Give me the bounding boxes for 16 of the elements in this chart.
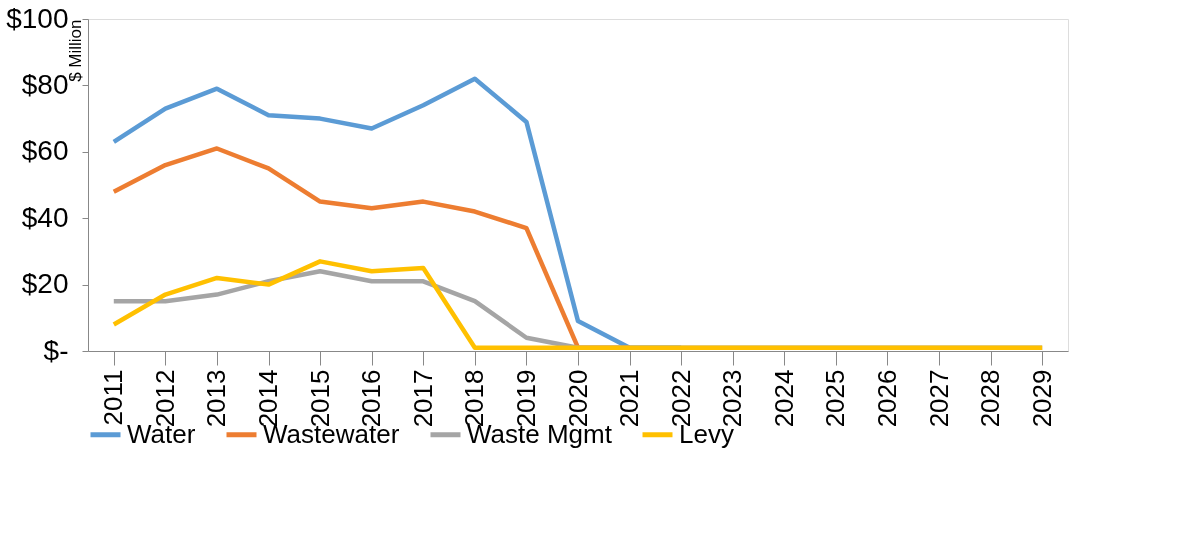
x-tick-label: 2023 xyxy=(717,369,748,428)
x-tick-label: 2011 xyxy=(98,369,129,426)
y-tick-label: $40 xyxy=(21,201,69,233)
x-tick-label: 2024 xyxy=(768,369,799,428)
y-tick-label: $60 xyxy=(21,135,69,167)
x-tick-label: 2026 xyxy=(871,369,902,428)
y-tick-label: $20 xyxy=(21,268,69,300)
x-tick-label: 2028 xyxy=(975,369,1006,428)
x-tick-label: 2029 xyxy=(1026,369,1057,428)
x-tick-label: 2017 xyxy=(407,369,438,428)
x-tick-label: 2027 xyxy=(923,369,954,428)
y-tick-label: $- xyxy=(43,334,69,366)
x-tick-label: 2013 xyxy=(201,369,232,428)
x-tick-label: 2021 xyxy=(614,369,645,428)
y-tick-label: $80 xyxy=(21,68,69,100)
x-tick-label: 2025 xyxy=(820,369,851,428)
